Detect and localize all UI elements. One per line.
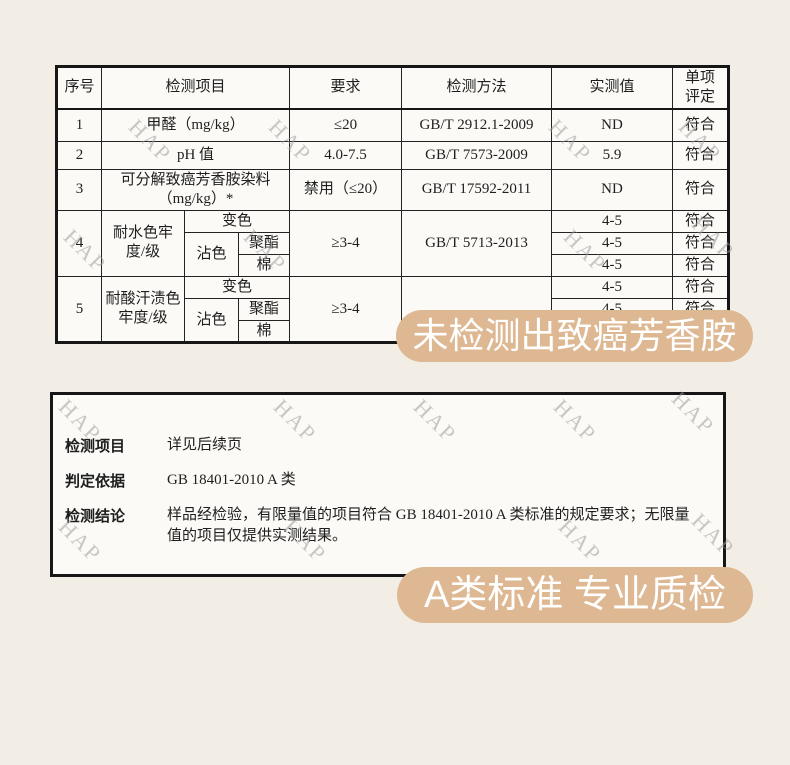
cell-requirement: 4.0-7.5 xyxy=(289,141,402,170)
cell-assessment: 符合 xyxy=(672,108,729,142)
table-row: 沾色 聚酯 4-5 符合 xyxy=(57,231,729,277)
header-seq: 序号 xyxy=(56,66,102,110)
banner-no-carcinogenic-amines: 未检测出致癌芳香胺 xyxy=(396,310,753,362)
summary-label: 检测结论 xyxy=(65,508,126,525)
cell-measured: ND xyxy=(551,108,673,142)
banner-class-a-standard: A类标准 专业质检 xyxy=(397,567,753,623)
cell-method: GB/T 17592-2011 xyxy=(401,169,552,211)
cell-item: 甲醛（mg/kg） xyxy=(101,108,290,142)
cell-assessment: 符合 xyxy=(672,275,729,299)
table-row: 5 耐酸汗渍色牢度/级 变色 ≥3-4 4-5 符合 xyxy=(56,275,729,344)
cell-method: GB/T 5713-2013 xyxy=(401,209,552,277)
cell-assessment: 符合 xyxy=(672,209,729,233)
header-requirement: 要求 xyxy=(289,66,402,110)
cell-seq: 4 xyxy=(56,209,102,277)
summary-value: 样品经检验，有限量值的项目符合 GB 18401-2010 A 类标准的规定要求… xyxy=(167,506,690,545)
header-assessment: 单项 评定 xyxy=(672,66,729,110)
cell-method: GB/T 2912.1-2009 xyxy=(401,108,552,142)
cell-fiber: 棉 xyxy=(238,319,290,344)
cell-measured: 4-5 xyxy=(551,231,673,255)
summary-label: 检测项目 xyxy=(65,439,126,455)
cell-measured: 5.9 xyxy=(551,141,673,170)
table-row: 1 甲醛（mg/kg） ≤20 GB/T 2912.1-2009 ND 符合 xyxy=(56,108,729,142)
cell-measured: 4-5 xyxy=(551,275,673,299)
header-item: 检测项目 xyxy=(101,66,290,110)
cell-seq: 2 xyxy=(56,141,102,170)
summary-value: GB 18401-2010 A 类 xyxy=(167,471,296,488)
table-row: 棉 4-5 符合 xyxy=(57,253,729,277)
summary-label: 判定依据 xyxy=(65,473,126,490)
summary-value: 详见后续页 xyxy=(167,437,243,453)
summary-row-conclusion: 检测结论 样品经检验，有限量值的项目符合 GB 18401-2010 A 类标准… xyxy=(65,505,701,549)
cell-seq: 3 xyxy=(56,169,102,211)
cell-method: GB/T 7573-2009 xyxy=(401,141,552,170)
cell-measured: 4-5 xyxy=(551,209,673,233)
summary-row-items: 检测项目 详见后续页 xyxy=(65,435,701,457)
table-row: 2 pH 值 4.0-7.5 GB/T 7573-2009 5.9 符合 xyxy=(56,141,729,170)
cell-item: pH 值 xyxy=(101,141,290,170)
cell-measured: ND xyxy=(551,169,673,211)
cell-seq: 5 xyxy=(56,275,102,344)
cell-fiber: 聚酯 xyxy=(238,297,290,321)
cell-assessment: 符合 xyxy=(672,231,729,255)
cell-subitem-stain: 沾色 xyxy=(184,297,239,344)
cell-requirement: ≤20 xyxy=(289,108,402,142)
cell-item: 耐水色牢度/级 xyxy=(101,209,185,277)
cell-requirement: 禁用（≤20） xyxy=(289,169,402,211)
cell-fiber: 棉 xyxy=(238,253,290,277)
test-results-table: 序号 检测项目 要求 检测方法 实测值 单项 评定 1 甲醛（mg/kg） ≤2… xyxy=(55,65,730,345)
cell-requirement: ≥3-4 xyxy=(289,209,402,277)
cell-seq: 1 xyxy=(56,108,102,142)
conclusion-box: 检测项目 详见后续页 判定依据 GB 18401-2010 A 类 检测结论 样… xyxy=(50,392,726,577)
cell-subitem-stain: 沾色 xyxy=(184,231,239,277)
cell-requirement: ≥3-4 xyxy=(289,275,402,344)
table-header-row: 序号 检测项目 要求 检测方法 实测值 单项 评定 xyxy=(56,66,729,110)
table-row: 4 耐水色牢度/级 变色 ≥3-4 GB/T 5713-2013 4-5 符合 xyxy=(56,209,729,277)
cell-item: 耐酸汗渍色牢度/级 xyxy=(101,275,185,344)
header-method: 检测方法 xyxy=(401,66,552,110)
header-measured: 实测值 xyxy=(551,66,673,110)
cell-subitem-shade: 变色 xyxy=(184,209,290,233)
cell-measured: 4-5 xyxy=(551,253,673,277)
cell-assessment: 符合 xyxy=(672,169,729,211)
cell-assessment: 符合 xyxy=(672,253,729,277)
summary-row-basis: 判定依据 GB 18401-2010 A 类 xyxy=(65,470,701,492)
cell-fiber: 聚酯 xyxy=(238,231,290,255)
table-row: 3 可分解致癌芳香胺染料（mg/kg）* 禁用（≤20） GB/T 17592-… xyxy=(56,169,729,211)
cell-item: 可分解致癌芳香胺染料（mg/kg）* xyxy=(101,169,290,211)
cell-subitem-shade: 变色 xyxy=(184,275,290,299)
cell-assessment: 符合 xyxy=(672,141,729,170)
